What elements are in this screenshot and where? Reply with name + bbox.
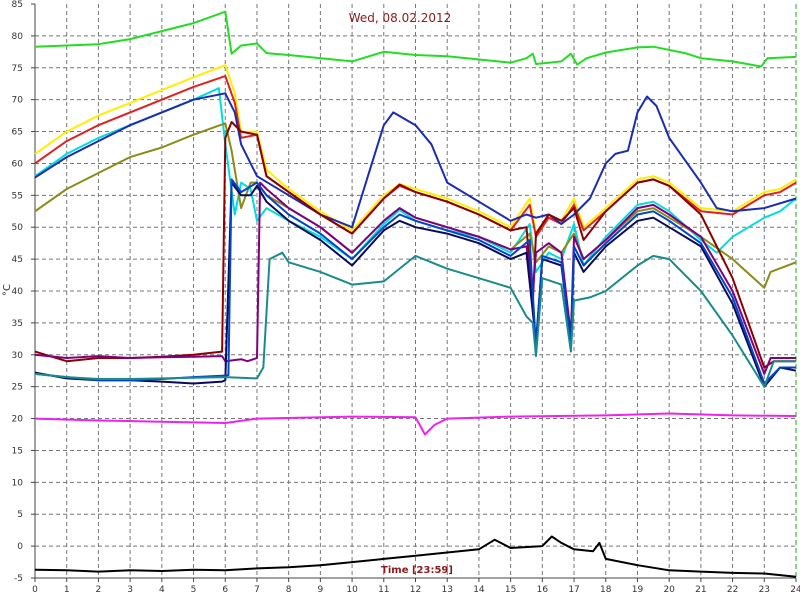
y-tick-label: 15 [12, 446, 23, 456]
x-tick-label: 12 [410, 585, 421, 595]
x-tick-label: 21 [695, 585, 706, 595]
y-tick-label: 35 [12, 319, 23, 329]
y-tick-label: -5 [14, 574, 23, 584]
x-tick-label: 5 [191, 585, 197, 595]
y-tick-label: 60 [12, 159, 24, 169]
x-tick-label: 18 [600, 585, 612, 595]
x-tick-label: 10 [346, 585, 358, 595]
series-line-10 [34, 178, 796, 385]
x-tick-label: 7 [254, 585, 260, 595]
series-line-9 [34, 181, 797, 388]
x-tick-label: 13 [441, 585, 452, 595]
x-tick-label: 4 [159, 585, 165, 595]
y-tick-label: 5 [17, 510, 23, 520]
x-tick-label: 17 [568, 585, 579, 595]
x-tick-label: 22 [727, 585, 738, 595]
series-line-7 [34, 121, 796, 369]
series-line-5 [34, 92, 797, 229]
x-tick-label: 2 [96, 585, 102, 595]
x-tick-label: 6 [222, 585, 228, 595]
y-tick-label: 0 [17, 542, 23, 552]
x-tick-label: 24 [790, 585, 800, 595]
series-line-1 [34, 10, 797, 68]
tick-labels: 0 1 2 3 4 5 6 7 8 9 10 11 12 13 14 15 16 17 18 19 20 21 22 23 24… [12, 0, 800, 595]
x-tick-label: 8 [286, 585, 292, 595]
chart-title: Wed, 08.02.2012 [349, 11, 452, 25]
x-axis-label: Time [23:59] [381, 565, 453, 576]
x-tick-label: 14 [473, 585, 485, 595]
y-tick-label: 80 [12, 32, 24, 42]
x-tick-label: 16 [537, 585, 549, 595]
x-tick-label: 19 [632, 585, 644, 595]
series-line-11 [34, 251, 796, 388]
x-tick-label: 1 [64, 585, 70, 595]
series-line-2 [34, 64, 797, 235]
x-tick-label: 11 [378, 585, 389, 595]
y-tick-label: 55 [12, 191, 23, 201]
y-tick-label: 65 [12, 128, 23, 138]
y-tick-label: 45 [12, 255, 23, 265]
x-tick-label: 3 [127, 585, 133, 595]
series-line-12 [34, 412, 797, 436]
y-tick-label: 25 [12, 383, 23, 393]
series-line-8 [34, 181, 796, 375]
x-tick-label: 15 [505, 585, 516, 595]
y-tick-label: 85 [12, 0, 23, 10]
x-tick-label: 0 [32, 585, 38, 595]
y-tick-label: 30 [12, 351, 24, 361]
y-tick-label: 10 [12, 478, 24, 488]
x-tick-label: 23 [759, 585, 770, 595]
y-tick-label: 70 [12, 96, 24, 106]
x-tick-label: 9 [318, 585, 324, 595]
axes [31, 3, 797, 582]
x-tick-label: 20 [663, 585, 675, 595]
series-lines [34, 10, 797, 578]
y-tick-label: 20 [12, 415, 24, 425]
y-tick-label: 50 [12, 223, 24, 233]
y-tick-label: 40 [12, 287, 24, 297]
y-axis-label: °C [2, 284, 13, 296]
y-tick-label: 75 [12, 64, 23, 74]
series-line-13 [34, 535, 797, 578]
